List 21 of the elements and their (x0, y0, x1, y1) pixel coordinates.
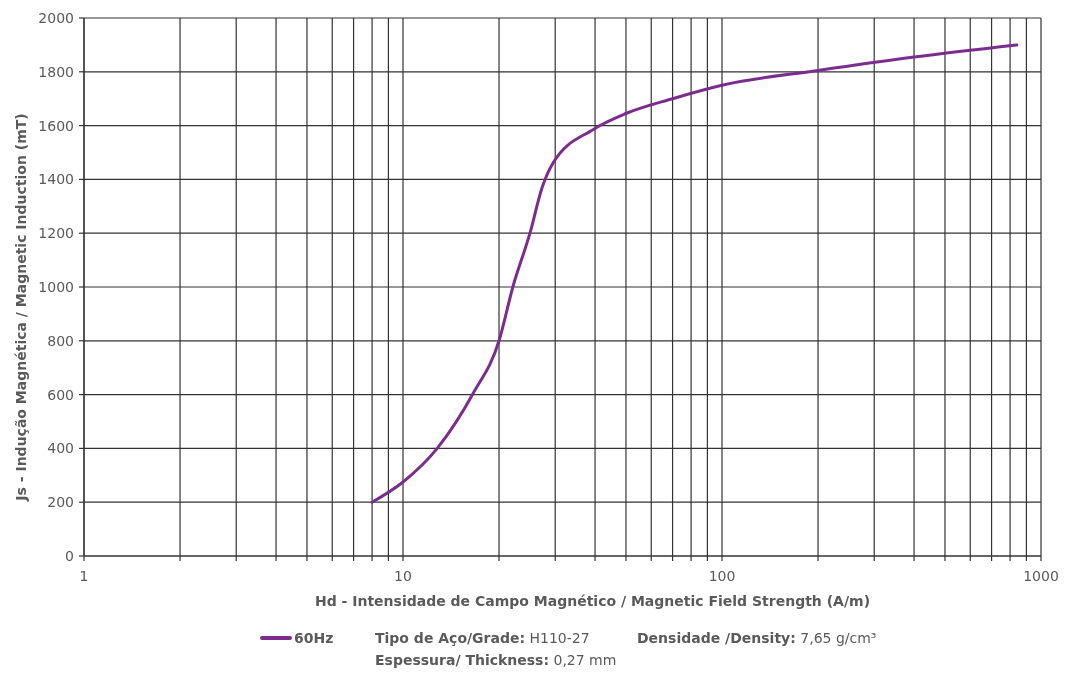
x-tick-label: 1000 (1023, 568, 1059, 584)
text: Tipo de Aço/Grade: H110-27 (375, 630, 590, 646)
y-tick-label: 1800 (38, 63, 74, 80)
y-tick-label: 2000 (38, 10, 74, 26)
legend-label: 60Hz (294, 630, 334, 646)
x-tick-label: 1 (79, 568, 89, 584)
y-tick-label: 1200 (38, 225, 74, 242)
y-tick-label: 1600 (38, 117, 74, 134)
y-tick-label: 1000 (38, 279, 74, 295)
x-tick-label: 100 (708, 568, 736, 584)
y-tick-label: 200 (47, 494, 74, 511)
y-tick-label: 800 (47, 332, 74, 349)
y-axis-title: Js - Indução Magnética / Magnetic Induction (mT) (13, 113, 29, 502)
y-tick-label: 400 (47, 440, 74, 457)
y-tick-label: 600 (47, 386, 74, 403)
x-tick-label: 10 (394, 568, 412, 584)
text: Espessura/ Thickness: 0,27 mm (375, 652, 617, 668)
y-tick-label: 0 (65, 548, 74, 564)
text: Densidade /Density: 7,65 g/cm³ (637, 630, 877, 646)
y-tick-label: 1400 (38, 171, 74, 188)
x-axis-title: Hd - Intensidade de Campo Magnético / Magnetic Field Strength (A/m) (314, 593, 871, 609)
